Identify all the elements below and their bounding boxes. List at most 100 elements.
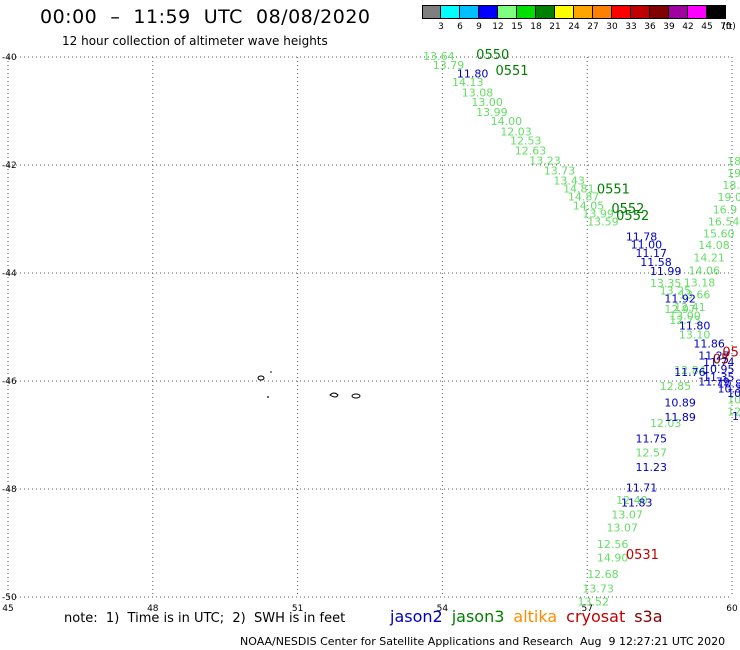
wave-height-label: 11.86 [693,338,725,351]
time-label: 0552 [611,202,644,217]
wave-height-label: 14.81 [563,183,595,196]
wave-height-label: 13.00 [669,309,701,322]
wave-height-label: 10.95 [703,363,735,376]
colorbar-label: 6 [457,22,463,32]
wave-height-label: 11.35 [703,371,735,384]
wave-height-label: 13.99 [476,106,508,119]
legend-entry-altika: altika [513,607,558,626]
wave-height-label: 12. [727,406,740,419]
wave-height-label: 10.80 [718,377,740,390]
wave-height-label: 13.07 [611,509,643,522]
wave-height-label: 12.40 [616,494,648,507]
wave-height-label: 14.21 [693,252,725,265]
wave-height-label: 11.78 [626,231,658,244]
colorbar-swatch [460,5,479,19]
wave-height-label: 11.92 [664,293,696,306]
wave-height-label: 12.41 [674,301,706,314]
y-tick-label: -40 [2,53,17,63]
colorbar-label: 30 [606,22,618,32]
colorbar-swatch [479,5,498,19]
colorbar-swatch [631,5,650,19]
time-label: 0552 [616,209,649,224]
wave-height-label: 10.9 [727,394,740,407]
wave-height-label: 12.03 [500,125,532,138]
colorbar-label: 42 [682,22,694,32]
y-tick-label: -48 [2,485,17,495]
island-outline [351,393,361,399]
wave-height-label: 13.07 [607,522,639,535]
wave-height-label: 11.00 [631,239,663,252]
wave-height-label: 13.79 [433,59,465,72]
colorbar-swatch [422,5,441,19]
colorbar-label: 24 [568,22,580,32]
wave-height-label: 10.30 [718,382,740,395]
wave-height-label: 13.25 [660,285,692,298]
units-note: note: 1) Time is in UTC; 2) SWH is in fe… [64,611,346,626]
wave-height-label: 13.66 [679,288,711,301]
wave-height-label: 13.99 [582,207,614,220]
wave-height-label: 11.17 [635,247,667,260]
wave-height-label: 10 [732,410,740,423]
wave-height-label: 12.68 [587,568,619,581]
wave-height-label: 14.90 [597,551,629,564]
colorbar-swatch [612,5,631,19]
wave-height-label: 11.79 [698,375,730,388]
island-outline [329,392,339,398]
legend-entry-cryosat: cryosat [566,607,626,626]
wave-height-label: 13.23 [529,154,561,167]
colorbar-label: 21 [549,22,561,32]
colorbar-swatch [498,5,517,19]
x-tick-label: 45 [2,604,13,614]
wave-height-label: 11.71 [626,482,658,495]
chart-title: 00:00 – 11:59 UTC 08/08/2020 [40,6,371,28]
wave-height-label: 13.52 [578,596,610,609]
colorbar-label: 70 [720,22,732,32]
x-tick-label: 51 [292,604,303,614]
wave-height-label: 13.18 [684,277,716,290]
colorbar-swatch [574,5,593,19]
wave-height-label: 11.74 [703,356,735,369]
wave-height-label: 14.00 [491,115,522,128]
wave-height-label: 14.06 [689,265,721,278]
wave-height-label: 10.29 [727,387,740,400]
x-tick-label: 54 [437,604,449,614]
colorbar-label: 12 [492,22,504,32]
generated-timestamp: Aug 9 12:27:21 UTC 2020 [580,635,726,648]
wave-height-label: 13.59 [587,215,619,228]
wave-height-label: 16.9 [713,204,738,217]
x-tick-label: 60 [726,604,738,614]
wave-height-label: 12.63 [515,145,547,158]
wave-height-label: 13.73 [544,165,576,178]
wave-height-label: 11.76 [674,366,706,379]
colorbar-swatch [536,5,555,19]
colorbar-swatch [650,5,669,19]
island-outline [270,371,272,373]
wave-height-label: 12.84 [674,364,706,377]
wave-height-label: 15.60 [703,227,735,240]
colorbar-unit: (ft) [722,22,736,32]
legend-entry-jason2: jason2 [390,607,443,626]
wave-height-label: 14.05 [573,199,605,212]
time-label: 05 [713,353,730,368]
satellite-legend: jason2 jason3 altika cryosat s3a [390,607,672,626]
colorbar-swatch [555,5,574,19]
wave-height-label: 12.56 [597,538,629,551]
wave-height-label: 12.73 [669,314,701,327]
wave-height-label: 13.00 [471,96,503,109]
wave-height-label: 13.08 [462,86,494,99]
colorbar-swatch [593,5,612,19]
colorbar-label: 36 [644,22,656,32]
wave-height-label: 14.87 [568,191,600,204]
wave-height-label: 11.80 [457,68,489,81]
wave-height-label: 10.89 [664,396,696,409]
wave-height-label: 13.43 [553,174,585,187]
wave-height-label: 11.89 [664,411,696,424]
y-tick-label: -44 [2,269,17,279]
wave-height-label: 13.73 [582,583,614,596]
time-label: 0530 [722,346,740,361]
y-tick-label: -42 [2,161,17,171]
time-label: 0551 [495,64,528,79]
colorbar-label: 45 [701,22,713,32]
wave-height-label: 19 [727,167,740,180]
